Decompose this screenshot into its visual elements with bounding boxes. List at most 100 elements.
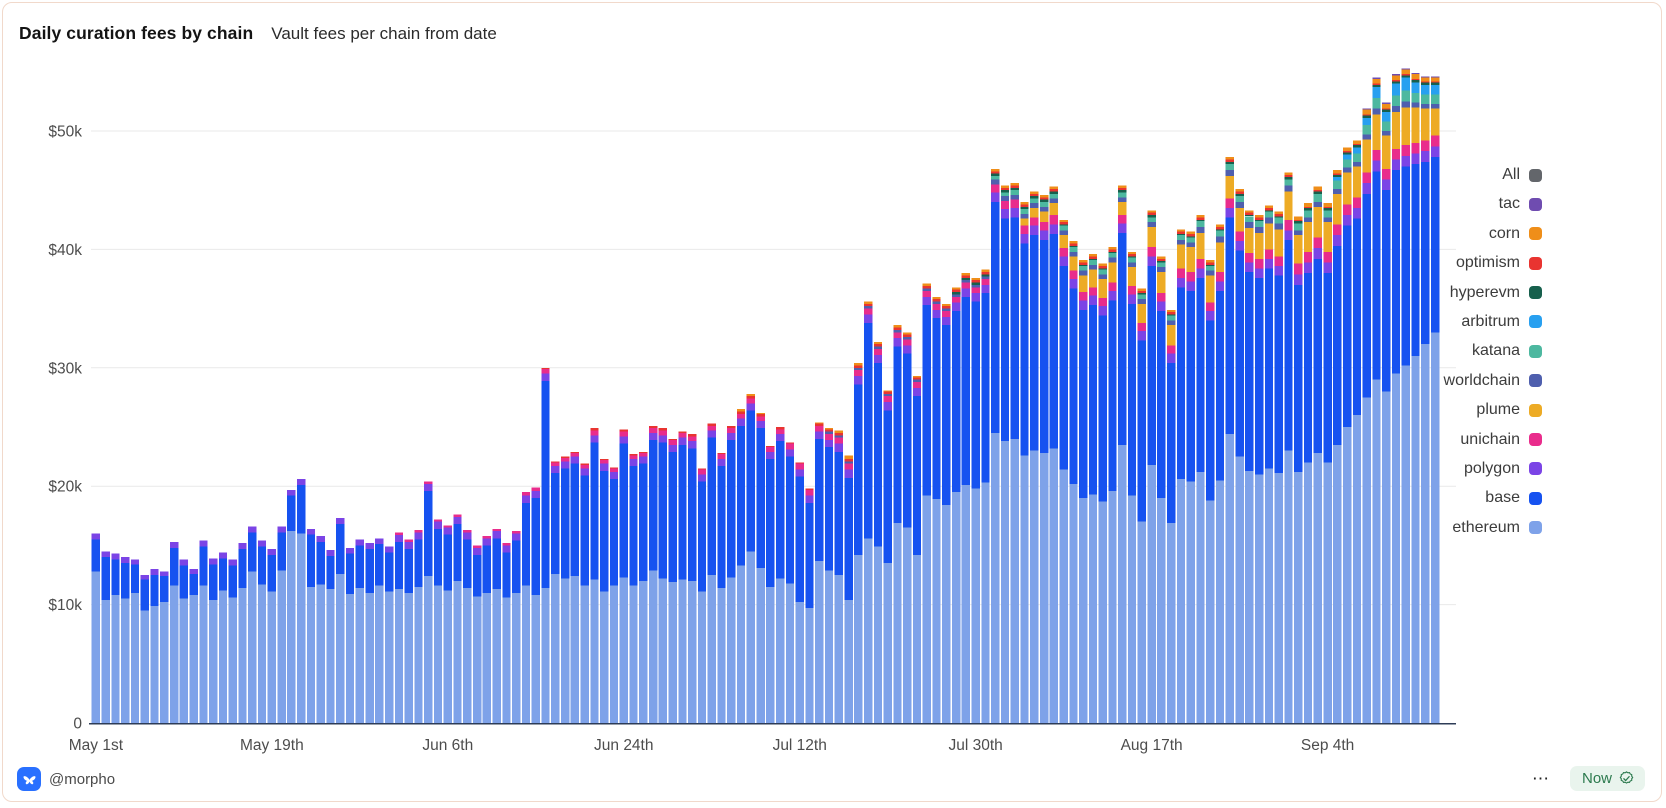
bar-segment-polygon[interactable] (111, 553, 120, 560)
bar-segment-base[interactable] (257, 546, 267, 585)
bar-segment-ethereum[interactable] (1176, 479, 1186, 723)
bar-segment-base[interactable] (1137, 340, 1147, 522)
bar-segment-polygon[interactable] (971, 293, 980, 302)
bar-segment-arbitrum[interactable] (1401, 77, 1410, 91)
bar-segment-optimism[interactable] (560, 456, 570, 458)
bar-segment-base[interactable] (130, 564, 140, 593)
bar-segment-hyperevm[interactable] (1108, 251, 1117, 253)
bar-segment-worldchain[interactable] (844, 461, 853, 464)
bar-segment-polygon[interactable] (707, 430, 716, 438)
bar-segment-corn[interactable] (1352, 140, 1362, 145)
bar-segment-ethereum[interactable] (942, 505, 951, 723)
bar-segment-unichain[interactable] (472, 545, 482, 548)
bar-segment-corn[interactable] (1264, 205, 1274, 208)
bar-segment-worldchain[interactable] (932, 301, 941, 304)
bar-segment-katana[interactable] (1382, 121, 1391, 131)
bar-segment-base[interactable] (316, 541, 325, 585)
bar-segment-worldchain[interactable] (1157, 267, 1166, 272)
bar-segment-hyperevm[interactable] (1264, 210, 1274, 212)
bar-segment-plume[interactable] (1088, 269, 1098, 288)
bar-segment-katana[interactable] (1284, 179, 1293, 186)
bar-segment-ethereum[interactable] (492, 589, 501, 723)
bar-segment-unichain[interactable] (1225, 198, 1234, 208)
bar-segment-ethereum[interactable] (580, 585, 589, 723)
bar-segment-base[interactable] (1411, 164, 1420, 356)
bar-segment-hyperevm[interactable] (1157, 261, 1166, 263)
bar-segment-hyperevm[interactable] (971, 282, 980, 285)
bar-segment-ethereum[interactable] (463, 588, 472, 723)
bar-segment-katana[interactable] (1225, 164, 1234, 171)
bar-segment-ethereum[interactable] (404, 592, 413, 723)
bar-segment-polygon[interactable] (277, 526, 286, 533)
bar-segment-hyperevm[interactable] (1323, 207, 1332, 211)
bar-segment-unichain[interactable] (1049, 215, 1059, 225)
bar-segment-base[interactable] (140, 579, 149, 611)
bar-segment-base[interactable] (228, 565, 237, 598)
bar-segment-optimism[interactable] (961, 275, 971, 278)
bar-segment-unichain[interactable] (971, 287, 980, 294)
bar-segment-optimism[interactable] (668, 438, 677, 441)
bar-segment-worldchain[interactable] (1313, 202, 1322, 207)
bar-segment-base[interactable] (404, 548, 413, 593)
bar-segment-corn[interactable] (942, 303, 951, 307)
bar-segment-ethereum[interactable] (209, 599, 218, 723)
bar-segment-optimism[interactable] (1206, 262, 1215, 265)
bar-segment-unichain[interactable] (854, 370, 863, 377)
bar-segment-unichain[interactable] (1069, 270, 1078, 279)
bar-segment-base[interactable] (394, 541, 404, 590)
bar-segment-unichain[interactable] (1039, 222, 1049, 231)
bar-segment-corn[interactable] (932, 296, 941, 300)
bar-segment-unichain[interactable] (1176, 268, 1186, 278)
bar-segment-ethereum[interactable] (287, 531, 296, 723)
bar-segment-plume[interactable] (1137, 303, 1147, 323)
bar-segment-polygon[interactable] (893, 338, 902, 347)
bar-segment-polygon[interactable] (736, 418, 746, 426)
bar-segment-unichain[interactable] (1303, 251, 1313, 263)
bar-segment-base[interactable] (629, 466, 638, 586)
bar-segment-plume[interactable] (1176, 244, 1186, 269)
bar-segment-base[interactable] (815, 438, 824, 561)
bar-segment-base[interactable] (678, 444, 687, 580)
bar-segment-base[interactable] (345, 553, 355, 594)
bar-segment-polygon[interactable] (443, 527, 452, 535)
bar-segment-optimism[interactable] (1098, 265, 1107, 269)
bar-segment-ethereum[interactable] (951, 492, 961, 723)
bar-segment-hyperevm[interactable] (1225, 161, 1234, 165)
bar-segment-katana[interactable] (1167, 315, 1176, 321)
bar-segment-base[interactable] (834, 451, 843, 575)
bar-segment-base[interactable] (375, 544, 384, 586)
bar-segment-unichain[interactable] (1421, 140, 1430, 152)
bar-segment-worldchain[interactable] (912, 379, 922, 383)
bar-segment-polygon[interactable] (306, 528, 316, 535)
bar-segment-ethereum[interactable] (863, 538, 873, 723)
bar-segment-worldchain[interactable] (1010, 194, 1019, 200)
bar-segment-ethereum[interactable] (1069, 483, 1078, 723)
bar-segment-katana[interactable] (1362, 125, 1371, 135)
bar-segment-ethereum[interactable] (1049, 448, 1059, 723)
bar-segment-worldchain[interactable] (922, 288, 931, 291)
bar-segment-corn[interactable] (1235, 189, 1244, 192)
bar-segment-ethereum[interactable] (306, 586, 316, 723)
bar-segment-corn[interactable] (815, 422, 824, 424)
bar-segment-corn[interactable] (893, 325, 902, 328)
bar-segment-ethereum[interactable] (257, 584, 267, 723)
bar-segment-optimism[interactable] (717, 453, 726, 455)
bar-segment-corn[interactable] (1294, 216, 1303, 220)
bar-segment-worldchain[interactable] (1039, 206, 1049, 212)
bar-segment-base[interactable] (1254, 277, 1264, 475)
bar-segment-optimism[interactable] (1137, 290, 1147, 294)
bar-segment-unichain[interactable] (981, 279, 990, 285)
bar-segment-optimism[interactable] (1421, 81, 1430, 83)
bar-segment-hyperevm[interactable] (1039, 199, 1049, 203)
bar-segment-polygon[interactable] (609, 471, 619, 480)
bar-segment-base[interactable] (169, 547, 179, 586)
bar-segment-unichain[interactable] (912, 382, 922, 388)
bar-segment-plume[interactable] (1284, 191, 1293, 220)
bar-segment-ethereum[interactable] (130, 592, 140, 723)
bar-segment-polygon[interactable] (414, 532, 423, 540)
bar-segment-worldchain[interactable] (1294, 230, 1303, 236)
bar-segment-katana[interactable] (1010, 190, 1019, 195)
bar-segment-unichain[interactable] (766, 447, 775, 452)
bar-segment-plume[interactable] (1049, 203, 1059, 216)
bar-segment-polygon[interactable] (1030, 225, 1039, 236)
